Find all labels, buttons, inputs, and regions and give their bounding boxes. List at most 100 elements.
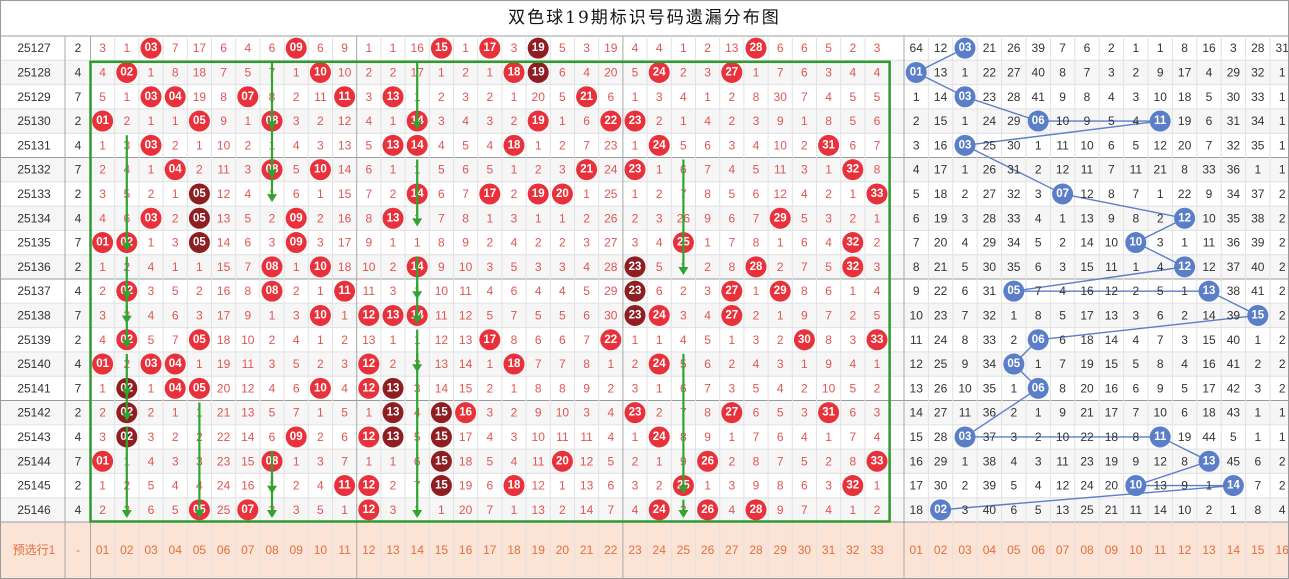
issue-number: 25137 xyxy=(17,284,51,298)
red-omission: 2 xyxy=(244,138,251,152)
row-value: 2 xyxy=(75,406,82,420)
blue-omission: 10 xyxy=(1154,90,1168,104)
blue-column-label: 15 xyxy=(1251,543,1265,557)
blue-omission: 7 xyxy=(913,236,920,250)
red-omission: 1 xyxy=(365,41,372,55)
blue-omission: 1 xyxy=(1010,381,1017,395)
blue-omission: 4 xyxy=(1206,65,1213,79)
red-ball xyxy=(430,475,452,497)
red-omission: 1 xyxy=(704,90,711,104)
blue-omission: 6 xyxy=(1132,381,1139,395)
blue-omission: 5 xyxy=(1181,381,1188,395)
red-omission: 3 xyxy=(486,406,493,420)
blue-ball xyxy=(954,426,976,448)
red-omission: 6 xyxy=(559,333,566,347)
red-ball xyxy=(334,280,356,302)
red-omission: 12 xyxy=(580,454,594,468)
blue-omission: 1 xyxy=(1254,430,1261,444)
red-omission: 7 xyxy=(486,503,493,517)
red-omission: 13 xyxy=(362,333,376,347)
red-ball-number: 12 xyxy=(362,309,375,321)
red-omission: 4 xyxy=(753,138,760,152)
red-omission: 10 xyxy=(459,260,473,274)
red-omission: 2 xyxy=(583,211,590,225)
red-omission: 2 xyxy=(656,114,663,128)
blue-omission: 4 xyxy=(1035,211,1042,225)
red-ball xyxy=(624,402,646,424)
red-ball-number: 12 xyxy=(362,431,375,443)
blue-omission: 7 xyxy=(1059,41,1066,55)
red-ball-number: 23 xyxy=(629,407,642,419)
red-ball xyxy=(527,110,549,132)
red-omission: 4 xyxy=(874,284,881,298)
red-omission: 1 xyxy=(172,187,179,201)
red-omission: 7 xyxy=(753,430,760,444)
blue-ball-number: 13 xyxy=(1203,455,1216,467)
blue-omission: 42 xyxy=(1227,381,1241,395)
red-omission: 10 xyxy=(556,406,570,420)
red-omission: 5 xyxy=(849,90,856,104)
blue-omission: 1 xyxy=(1254,406,1261,420)
red-ball-number: 19 xyxy=(532,115,545,127)
red-column-label: 29 xyxy=(774,543,788,557)
blue-omission: 2 xyxy=(1279,211,1286,225)
blue-omission: 5 xyxy=(962,260,969,274)
blue-omission: 24 xyxy=(934,333,948,347)
red-omission: 4 xyxy=(148,308,155,322)
red-ball xyxy=(527,37,549,59)
blue-omission: 30 xyxy=(934,479,948,493)
red-omission: 8 xyxy=(172,65,179,79)
red-omission: 1 xyxy=(244,114,251,128)
red-omission: 4 xyxy=(849,65,856,79)
blue-omission: 8 xyxy=(1181,163,1188,177)
blue-omission: 36 xyxy=(1227,163,1241,177)
red-omission: 27 xyxy=(604,236,618,250)
red-omission: 4 xyxy=(874,430,881,444)
blue-omission: 2 xyxy=(1010,406,1017,420)
row-value: 4 xyxy=(75,284,82,298)
blue-omission: 1 xyxy=(1181,236,1188,250)
blue-omission: 44 xyxy=(1202,430,1216,444)
red-omission: 1 xyxy=(341,308,348,322)
blue-omission: 41 xyxy=(1032,90,1046,104)
red-omission: 5 xyxy=(341,406,348,420)
blue-omission: 2 xyxy=(1279,357,1286,371)
red-omission: 4 xyxy=(583,260,590,274)
red-omission: 6 xyxy=(462,163,469,177)
blue-omission: 19 xyxy=(1105,454,1119,468)
red-omission: 1 xyxy=(607,357,614,371)
red-omission: 2 xyxy=(801,381,808,395)
row-value: 4 xyxy=(75,503,82,517)
blue-column-label: 14 xyxy=(1227,543,1241,557)
blue-omission: 11 xyxy=(1130,503,1143,517)
blue-omission: 9 xyxy=(1206,187,1213,201)
red-omission: 1 xyxy=(365,454,372,468)
red-ball xyxy=(576,86,598,108)
red-ball xyxy=(285,232,307,254)
blue-omission: 9 xyxy=(913,284,920,298)
red-ball xyxy=(503,134,525,156)
red-omission: 5 xyxy=(99,90,106,104)
red-omission: 16 xyxy=(217,284,231,298)
red-ball-number: 11 xyxy=(339,91,352,103)
red-omission: 9 xyxy=(753,479,760,493)
red-omission: 1 xyxy=(559,479,566,493)
blue-omission: 6 xyxy=(1084,41,1091,55)
red-omission: 3 xyxy=(583,406,590,420)
blue-omission: 11 xyxy=(1105,260,1118,274)
blue-omission: 26 xyxy=(934,381,948,395)
blue-ball xyxy=(905,61,927,83)
red-column-label: 22 xyxy=(604,543,618,557)
red-omission: 2 xyxy=(728,357,735,371)
red-omission: 2 xyxy=(196,284,203,298)
blue-column-label: 10 xyxy=(1129,543,1143,557)
row-value: 2 xyxy=(75,333,82,347)
blue-omission: 2 xyxy=(1059,236,1066,250)
red-ball-number: 23 xyxy=(629,164,642,176)
red-ball-number: 04 xyxy=(169,382,182,394)
red-omission: 4 xyxy=(148,260,155,274)
blue-omission: 15 xyxy=(910,430,924,444)
red-omission: 1 xyxy=(656,381,663,395)
red-omission: 5 xyxy=(486,308,493,322)
red-omission: 3 xyxy=(583,236,590,250)
